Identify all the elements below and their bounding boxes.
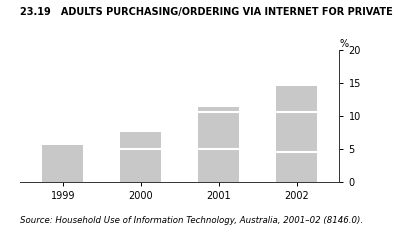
Bar [276,152,317,182]
Bar [120,132,161,149]
Bar [276,112,317,152]
Text: 23.19   ADULTS PURCHASING/ORDERING VIA INTERNET FOR PRIVATE USE: 23.19 ADULTS PURCHASING/ORDERING VIA INT… [20,7,397,17]
Bar [198,112,239,149]
Text: Source: Household Use of Information Technology, Australia, 2001–02 (8146.0).: Source: Household Use of Information Tec… [20,216,363,225]
Bar [120,149,161,182]
Bar [42,145,83,182]
Bar [198,107,239,112]
Text: %: % [339,39,349,49]
Bar [198,149,239,182]
Bar [276,86,317,112]
